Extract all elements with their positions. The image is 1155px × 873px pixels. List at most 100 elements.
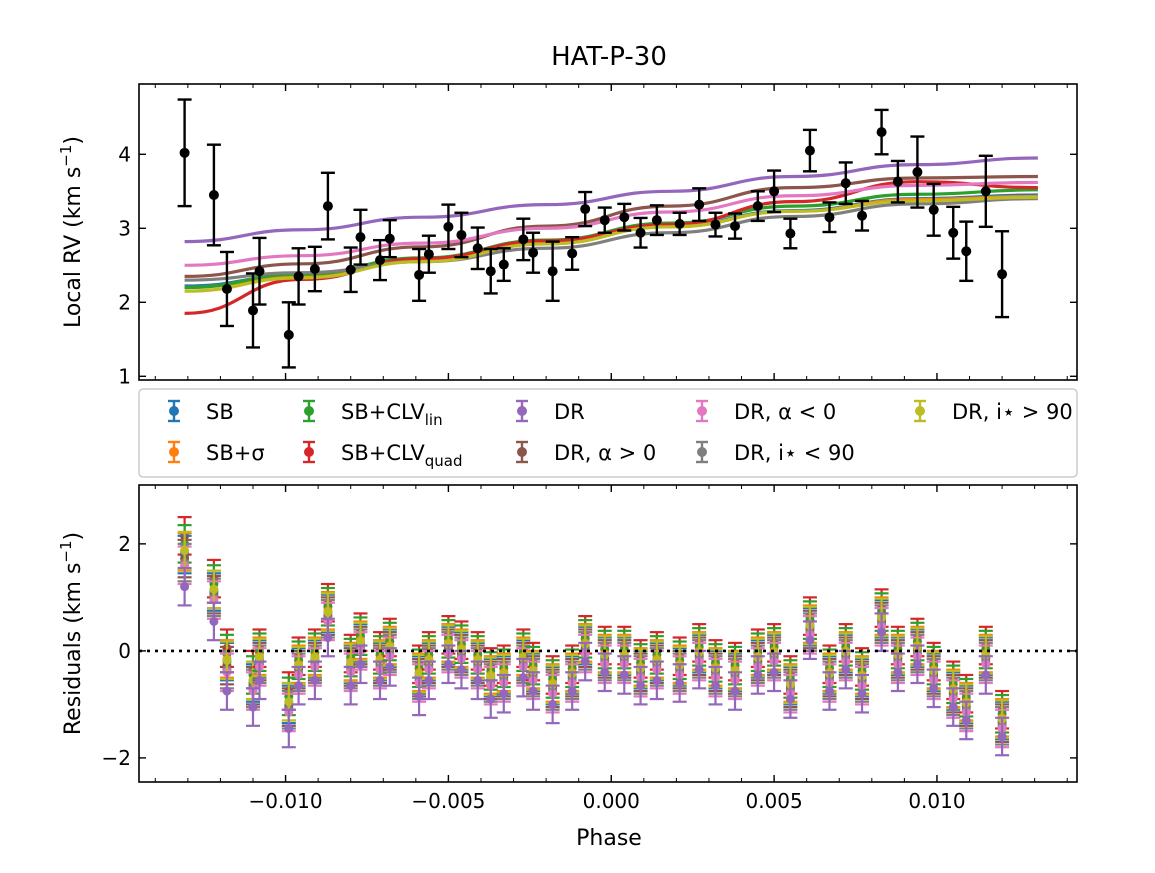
residual-point (414, 669, 424, 679)
residual-point (355, 659, 365, 669)
legend-marker (915, 406, 925, 416)
residual-point (912, 659, 922, 669)
rv-point (694, 199, 705, 210)
rv-point (567, 248, 578, 259)
rv-point (283, 329, 294, 340)
y-tick-label: −2 (102, 746, 131, 770)
rv-point (221, 283, 232, 294)
legend-marker (517, 447, 527, 457)
residual-point (180, 582, 190, 592)
rv-point (456, 229, 467, 240)
residual-point (567, 686, 577, 696)
residual-point (284, 723, 294, 733)
legend: SB SB+σ SB+CLVlin SB+CLVquad DR DR, α > 0 DR, … (138, 388, 1078, 478)
rv-point (876, 127, 887, 138)
residual-point (961, 715, 971, 725)
rv-point (322, 201, 333, 212)
residual-point (486, 694, 496, 704)
rv-point (580, 204, 591, 215)
rv-panel: 1 2 3 4 Local RV (km s−1) (57, 83, 1078, 388)
residual-point (414, 691, 424, 701)
x-tick-label: −0.005 (411, 789, 485, 813)
legend-label: SB+CLVlin (341, 400, 443, 429)
residual-point (710, 681, 720, 691)
legend-label: DR (554, 400, 585, 424)
rv-point (384, 233, 395, 244)
rv-point (179, 147, 190, 158)
rv-point (518, 234, 529, 245)
rv-point (375, 255, 386, 266)
residual-point (209, 616, 219, 626)
residual-point (805, 635, 815, 645)
residual-point (222, 686, 232, 696)
legend-label: SB+σ (206, 441, 265, 465)
legend-label: DR, α < 0 (734, 400, 836, 424)
legend-label: DR, i⋆ > 90 (952, 400, 1073, 424)
rv-point (961, 246, 972, 257)
legend-marker (169, 447, 179, 457)
residual-point (694, 665, 704, 675)
residual-point (346, 681, 356, 691)
plot-frame (138, 484, 1078, 783)
residual-point (248, 702, 258, 712)
legend-marker (169, 406, 179, 416)
residual-point (600, 667, 610, 677)
residual-point (981, 670, 991, 680)
residual-point (499, 689, 509, 699)
rv-point (345, 264, 356, 275)
residual-point (473, 675, 483, 685)
y-tick-label: 2 (118, 290, 131, 314)
rv-point (928, 204, 939, 215)
residual-point (675, 678, 685, 688)
x-tick-label: 0.010 (908, 789, 965, 813)
legend-marker (304, 406, 314, 416)
residual-point (580, 657, 590, 667)
rv-point (547, 266, 558, 277)
y-axis-label: Local RV (km s−1) (57, 136, 86, 328)
legend-label: SB+CLVquad (341, 441, 463, 470)
legend-marker (697, 447, 707, 457)
residual-point (929, 683, 939, 693)
rv-point (498, 259, 509, 270)
residual-point (824, 686, 834, 696)
rv-point (247, 305, 258, 316)
rv-point (857, 210, 868, 221)
rv-point (948, 227, 959, 238)
rv-point (254, 266, 265, 277)
residual-point (636, 681, 646, 691)
residual-point (323, 607, 333, 617)
rv-point (528, 247, 539, 258)
legend-label: SB (206, 400, 234, 424)
chart-title: HAT-P-30 (551, 42, 667, 72)
x-tick-label: −0.010 (249, 789, 323, 813)
model-line (184, 174, 1038, 278)
rv-point (635, 227, 646, 238)
rv-point (892, 176, 903, 187)
rv-point (355, 232, 366, 243)
legend-marker (304, 447, 314, 457)
y-tick-label: 0 (118, 639, 131, 663)
rv-point (912, 167, 923, 178)
y-tick-label: 1 (118, 364, 131, 388)
legend-marker (517, 406, 527, 416)
rv-point (414, 269, 425, 280)
y-tick-label: 3 (118, 216, 131, 240)
legend-box (138, 388, 1078, 478)
residual-point (385, 662, 395, 672)
residual-point (284, 697, 294, 707)
rv-point (752, 201, 763, 212)
residual-point (180, 546, 190, 556)
x-tick-label: 0.005 (745, 789, 802, 813)
residual-point (294, 681, 304, 691)
model-line (184, 195, 1038, 293)
residual-point (893, 667, 903, 677)
residual-point (997, 732, 1007, 742)
rv-point (769, 186, 780, 197)
residual-point (619, 670, 629, 680)
residual-point (948, 702, 958, 712)
residual-point (443, 659, 453, 669)
plot-frame (138, 83, 1078, 381)
y-tick-label: 4 (118, 142, 131, 166)
rv-point (619, 212, 630, 223)
residuals-panel: −0.010 −0.005 0.000 0.005 0.010 −2 0 2 Residuals… (57, 484, 1078, 813)
